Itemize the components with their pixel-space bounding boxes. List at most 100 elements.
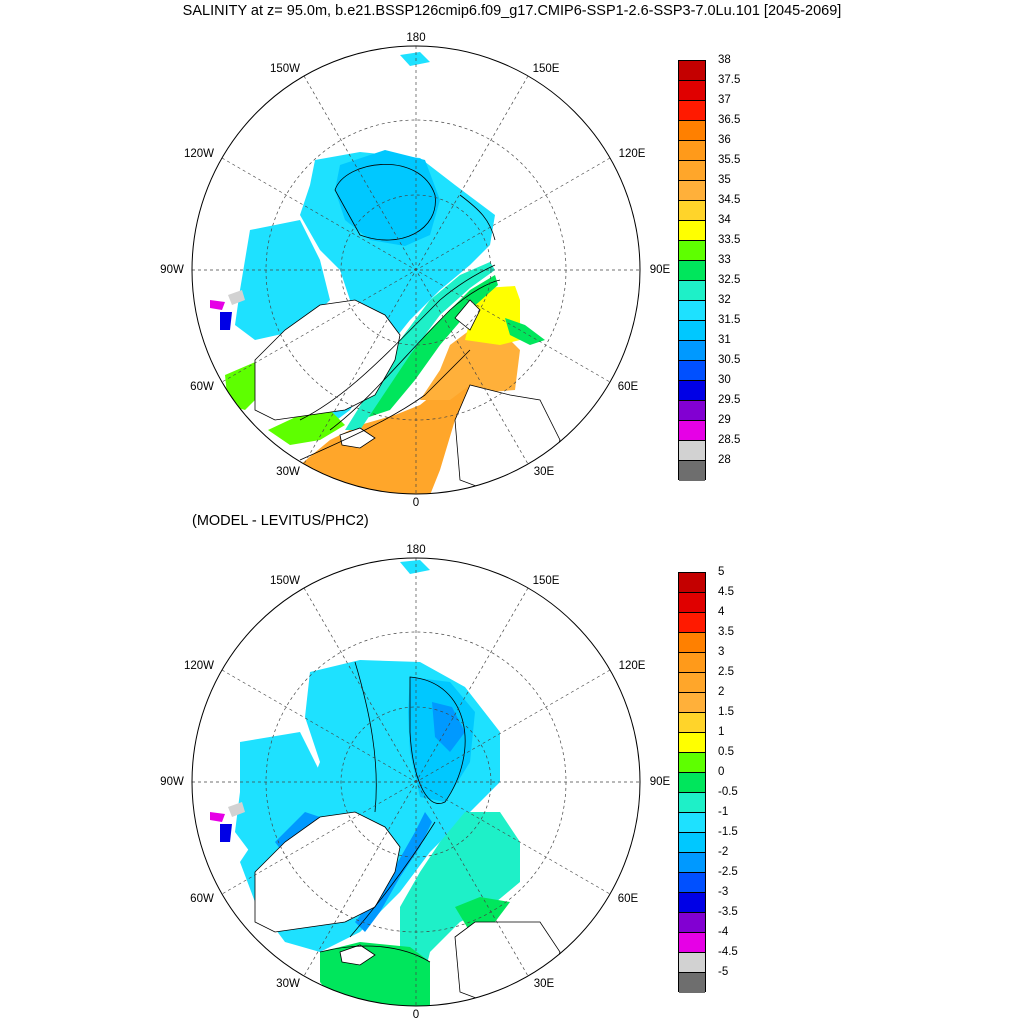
contour-line — [459, 194, 496, 241]
lon-label-180: 180 — [406, 32, 426, 44]
colorbar-swatch — [679, 381, 705, 401]
colorbar-swatch — [679, 221, 705, 241]
colorbar-tick-label: 30.5 — [718, 354, 741, 366]
contour-line — [299, 264, 496, 421]
lon-label-30w: 30W — [276, 466, 300, 478]
colorbar-tick-label: 2 — [718, 686, 725, 698]
greenland-land — [254, 811, 401, 933]
colorbar-tick-label: 37.5 — [718, 74, 741, 86]
lon-label-90e: 90E — [649, 776, 671, 788]
lon-label-0: 0 — [412, 1009, 420, 1021]
colorbar-tick-label: 35.5 — [718, 154, 741, 166]
colorbar-swatch — [679, 813, 705, 833]
colorbar-swatch — [679, 953, 705, 973]
colorbar-swatch — [679, 593, 705, 613]
difference-polar-map — [191, 557, 641, 1007]
contour-line — [349, 821, 436, 938]
hudson-diff-blue — [220, 824, 232, 842]
colorbar-tick-label: 33 — [718, 254, 731, 266]
lon-label-30w: 30W — [276, 978, 300, 990]
contour-line — [329, 279, 501, 431]
lon-label-120w: 120W — [183, 660, 215, 672]
colorbar-tick-label: 0 — [718, 766, 725, 778]
norwegian-sea-yellow-orange — [420, 330, 520, 400]
colorbar-tick-label: -0.5 — [718, 786, 738, 798]
colorbar-tick-label: 28 — [718, 454, 731, 466]
colorbar-tick-label: 33.5 — [718, 234, 741, 246]
colorbar-tick-label: 36 — [718, 134, 731, 146]
colorbar-tick-label: 3 — [718, 646, 725, 658]
colorbar-swatch — [679, 61, 705, 81]
lon-label-150w: 150W — [269, 575, 301, 587]
colorbar-tick-label: 28.5 — [718, 434, 741, 446]
lon-label-120w: 120W — [183, 148, 215, 160]
colorbar-tick-label: 34.5 — [718, 194, 741, 206]
colorbar-swatch — [679, 441, 705, 461]
colorbar-swatch — [679, 121, 705, 141]
colorbar-swatch — [679, 181, 705, 201]
norway-diff-green — [455, 897, 510, 932]
colorbar-swatch — [679, 893, 705, 913]
greenland-land — [254, 299, 401, 421]
colorbar-swatch — [679, 693, 705, 713]
colorbar-tick-label: -3.5 — [718, 906, 738, 918]
colorbar-swatch — [679, 713, 705, 733]
colorbar-swatch — [679, 301, 705, 321]
hudson-diff-magenta — [210, 812, 225, 822]
map-boundary — [191, 557, 641, 1007]
lon-label-150e: 150E — [532, 63, 560, 75]
colorbar-tick-label: 0.5 — [718, 746, 734, 758]
colorbar-tick-label: -4 — [718, 926, 729, 938]
colorbar-tick-label: -1 — [718, 806, 729, 818]
scandinavia-land — [454, 921, 561, 1006]
colorbar-tick-label: 32 — [718, 294, 731, 306]
lon-label-60w: 60W — [190, 381, 214, 393]
colorbar-tick-label: -2 — [718, 846, 729, 858]
lon-label-90w: 90W — [160, 264, 184, 276]
colorbar-swatch — [679, 913, 705, 933]
svalbard-land — [454, 299, 481, 331]
colorbar-swatch — [679, 201, 705, 221]
map-boundary — [191, 45, 641, 495]
bering-diff-cyan — [400, 560, 430, 574]
colorbar-swatch — [679, 241, 705, 261]
lon-label-90w: 90W — [160, 776, 184, 788]
colorbar-tick-label: 36.5 — [718, 114, 741, 126]
colorbar-swatch — [679, 281, 705, 301]
lon-label-120e: 120E — [618, 148, 646, 160]
colorbar-tick-label: 1 — [718, 726, 725, 738]
page-title: SALINITY at z= 95.0m, b.e21.BSSP126cmip6… — [182, 3, 842, 19]
colorbar-swatch — [679, 461, 705, 481]
iceland-land — [339, 427, 376, 449]
colorbar-swatch — [679, 873, 705, 893]
colorbar-tick-label: 2.5 — [718, 666, 734, 678]
lon-label-30e: 30E — [533, 466, 555, 478]
colorbar-swatch — [679, 141, 705, 161]
nordic-diff-turquoise — [400, 812, 520, 992]
colorbar-tick-label: -2.5 — [718, 866, 738, 878]
colorbar-swatch — [679, 613, 705, 633]
north-atlantic-orange — [300, 370, 480, 494]
contour-line — [409, 676, 466, 804]
beaufort-gyre-fresh — [335, 150, 440, 246]
difference-panel: 180 0 90W 90E 150W 120W 150E 120E 60W 30… — [0, 512, 1024, 1024]
salinity-colorbar — [678, 60, 706, 481]
colorbar-tick-label: 38 — [718, 54, 731, 66]
lon-label-60e: 60E — [617, 893, 639, 905]
hudson-magenta — [210, 300, 225, 310]
labrador-green — [268, 410, 345, 445]
contour-line — [354, 661, 377, 813]
colorbar-tick-label: 35 — [718, 174, 731, 186]
colorbar-tick-label: 5 — [718, 566, 725, 578]
colorbar-tick-label: 29.5 — [718, 394, 741, 406]
salinity-panel: 180 0 90W 90E 150W 120W 150E 120E 60W 30… — [160, 32, 741, 509]
colorbar-swatch — [679, 733, 705, 753]
colorbar-tick-label: -5 — [718, 966, 729, 978]
colorbar-swatch — [679, 401, 705, 421]
hudson-blue — [220, 312, 232, 330]
colorbar-swatch — [679, 261, 705, 281]
lon-label-120e: 120E — [618, 660, 646, 672]
colorbar-tick-label: 32.5 — [718, 274, 741, 286]
eurasian-basin-cyan — [345, 262, 495, 430]
colorbar-tick-label: 37 — [718, 94, 731, 106]
